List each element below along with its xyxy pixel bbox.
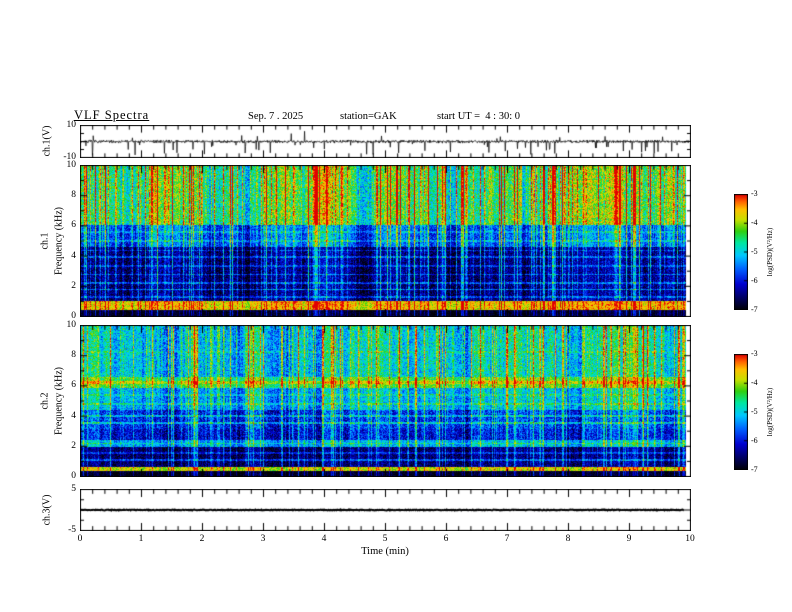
time-tick-label: 1 <box>138 534 144 544</box>
time-axis-label: Time (min) <box>361 546 409 557</box>
colorbar1-tick-label: -4 <box>751 218 758 227</box>
ch2-freq-tick-label: 10 <box>66 320 77 330</box>
ch1-freq-tick-label: 10 <box>66 160 77 170</box>
ch2-freq-tick-label: 8 <box>71 350 76 361</box>
ch3-voltage-waveform-plot <box>80 489 691 531</box>
time-tick-label: 8 <box>565 534 571 544</box>
start-ut-label: start UT = 4 : 30: 0 <box>437 111 521 122</box>
time-tick-label: 3 <box>260 534 266 544</box>
ch1-voltage-axis-label: ch.1(V) <box>41 125 53 157</box>
time-tick-label: 10 <box>685 534 695 544</box>
figure-title: VLF Spectra <box>74 108 150 122</box>
ch1-volt-min-tick-label: -10 <box>63 152 76 162</box>
ch1-frequency-axis-label: Frequency (kHz) <box>53 206 65 276</box>
colorbar1-tick-label: -3 <box>751 189 758 198</box>
colorbar2-tick-label: -6 <box>751 436 758 445</box>
time-tick-label: 2 <box>199 534 205 544</box>
ch2-freq-tick-label: 4 <box>71 410 76 421</box>
ch1-colorbar <box>734 194 748 310</box>
ch2-freq-tick-label: 2 <box>71 440 76 451</box>
colorbar2-tick-label: -5 <box>751 407 758 416</box>
colorbar1-tick-label: -7 <box>751 305 758 314</box>
ch2-freq-tick-label: 0 <box>71 471 76 481</box>
ch2-colorbar <box>734 354 748 470</box>
ch3-voltage-axis-label: ch.3(V) <box>41 494 53 526</box>
time-tick-label: 4 <box>321 534 327 544</box>
ch1-freq-tick-label: 6 <box>71 220 76 231</box>
colorbar1-tick-label: -6 <box>751 276 758 285</box>
time-tick-label: 5 <box>382 534 388 544</box>
ch1-freq-tick-label: 2 <box>71 280 76 291</box>
ch1-voltage-waveform-plot <box>80 125 691 158</box>
time-tick-label: 6 <box>443 534 449 544</box>
ch2-frequency-axis-label: Frequency (kHz) <box>53 366 65 436</box>
colorbar2-tick-label: -4 <box>751 378 758 387</box>
date-label: Sep. 7 . 2025 <box>248 111 304 122</box>
colorbar2-units-label: log(PSD)(V²/Hz) <box>766 387 774 437</box>
colorbar1-tick-label: -5 <box>751 247 758 256</box>
colorbar2-tick-label: -7 <box>751 465 758 474</box>
ch2-spectrogram-plot <box>80 325 691 477</box>
time-tick-label: 9 <box>626 534 632 544</box>
station-label: station=GAK <box>340 111 397 122</box>
ch1-freq-tick-label: 8 <box>71 190 76 201</box>
colorbar1-units-label: log(PSD)(V²/Hz) <box>766 227 774 277</box>
ch1-freq-tick-label: 0 <box>71 311 76 321</box>
ch3-volt-max-tick-label: 5 <box>71 484 76 494</box>
ch1-freq-tick-label: 4 <box>71 250 76 261</box>
time-tick-label: 0 <box>77 534 83 544</box>
colorbar2-tick-label: -3 <box>751 349 758 358</box>
ch2-freq-tick-label: 6 <box>71 380 76 391</box>
ch3-volt-min-tick-label: -5 <box>68 525 76 535</box>
ch2-channel-label: ch.2 <box>39 392 51 410</box>
time-tick-label: 7 <box>504 534 510 544</box>
ch1-channel-label: ch.1 <box>39 232 51 250</box>
ch1-volt-max-tick-label: 10 <box>66 120 77 130</box>
ch1-spectrogram-plot <box>80 165 691 317</box>
